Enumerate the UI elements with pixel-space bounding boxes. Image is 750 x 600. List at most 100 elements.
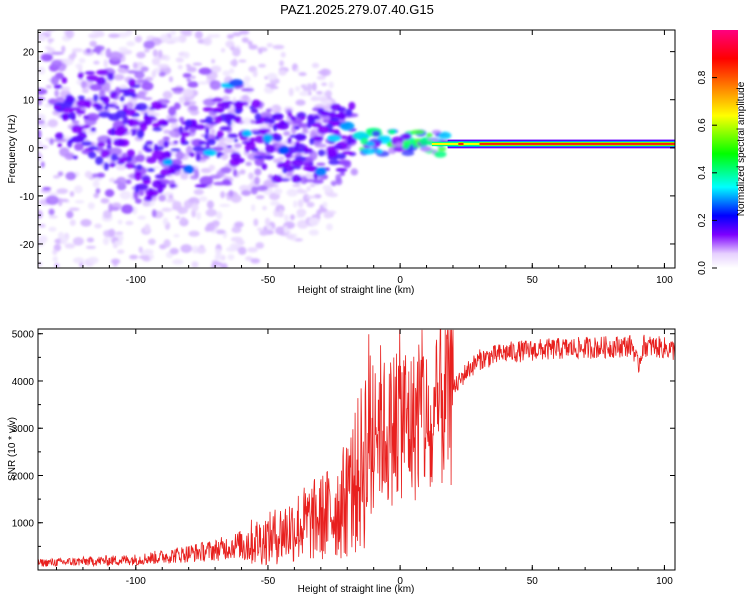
spectrogram-y-tick-label: -20 xyxy=(20,240,35,251)
spectrogram-spot xyxy=(298,122,307,128)
spectrogram-y-tick-label: -10 xyxy=(20,192,35,203)
spectrogram-spot xyxy=(48,226,57,232)
spectrogram-spot xyxy=(178,125,184,135)
spectrogram-spot xyxy=(152,165,161,170)
spectrogram-spot xyxy=(95,188,101,194)
spectrogram-spot xyxy=(283,225,288,234)
spectrogram-spot xyxy=(316,209,322,216)
spectrogram-spot xyxy=(339,159,352,166)
spectrogram-spot xyxy=(311,152,318,158)
spectrogram-spot xyxy=(138,189,145,197)
spectrogram-spot xyxy=(69,219,76,227)
spectrogram-spot xyxy=(146,167,156,172)
spectrogram-spot xyxy=(87,202,95,210)
spectrogram-spot xyxy=(230,59,238,67)
snr-y-tick-label: 5000 xyxy=(12,330,35,341)
spectrogram-spot xyxy=(160,168,173,177)
spectrogram-spot xyxy=(322,119,330,124)
spectrogram-spot xyxy=(150,101,163,110)
spectrogram-spot xyxy=(108,33,120,38)
spectrogram-spot xyxy=(342,150,353,155)
snr-y-tick-label: 1000 xyxy=(12,519,35,530)
spectrogram-spot xyxy=(84,71,96,75)
spectrogram-spot xyxy=(129,254,138,260)
spectrogram-spot xyxy=(168,106,177,117)
spectrogram-spot xyxy=(133,171,143,181)
spectrogram-spot xyxy=(152,150,165,160)
spectrogram-spot xyxy=(316,90,323,95)
spectrogram-spot xyxy=(229,158,240,167)
spectrogram-spot xyxy=(243,75,251,83)
spectrogram-spot xyxy=(271,104,282,114)
spectrogram-spot xyxy=(250,179,255,189)
spectrogram-hotspot xyxy=(315,167,327,177)
spectrogram-spot xyxy=(348,101,356,110)
spectrogram-spot xyxy=(245,256,253,261)
spectrogram-spot xyxy=(350,168,358,176)
spectrogram-spot xyxy=(51,60,62,68)
spectrogram-spot xyxy=(98,111,112,118)
spectrogram-spot xyxy=(96,69,109,76)
spectrogram-spot xyxy=(393,146,405,152)
spectrogram-spot xyxy=(159,33,170,43)
spectrogram-spot xyxy=(157,49,163,58)
spectrogram-spot xyxy=(317,70,327,75)
spectrogram-spot xyxy=(105,48,112,58)
spectrogram-y-tick-label: 10 xyxy=(23,96,35,107)
spectrogram-spot xyxy=(187,81,199,88)
spectrogram-spot xyxy=(297,199,304,208)
spectrogram-spot xyxy=(57,171,64,177)
spectrogram-spot xyxy=(279,60,284,67)
spectrogram-spot xyxy=(110,258,121,265)
spectrogram-spot xyxy=(125,220,134,226)
spectrogram-spot xyxy=(254,168,262,176)
spectrogram-spot xyxy=(102,209,112,219)
colorbar-tick-label: 0.0 xyxy=(697,261,708,275)
spectrogram-spot xyxy=(239,184,250,192)
spectrogram-spot xyxy=(102,96,110,105)
spectrogram-spot xyxy=(286,146,299,154)
spectrogram-spot xyxy=(78,57,86,64)
snr-panel: -100 -50 0 50 100 1000 2000 3000 4000 5000 Heigh… xyxy=(7,328,676,595)
spectrogram-spot xyxy=(157,186,164,194)
spectrogram-spot xyxy=(159,184,167,188)
spectrogram-spot xyxy=(232,47,241,57)
spectrogram-spot xyxy=(272,44,285,50)
spectrogram-spot xyxy=(288,87,294,97)
spectrogram-spot xyxy=(74,185,83,194)
spectrogram-spot xyxy=(248,172,254,180)
spectrogram-spot xyxy=(136,129,144,139)
spectrogram-spot xyxy=(328,159,340,165)
spectrogram-spot xyxy=(136,51,146,59)
spectrogram-hotspot xyxy=(340,121,355,131)
spectrogram-hotspot xyxy=(241,129,252,137)
spectrogram-spot xyxy=(322,201,328,209)
spectrogram-spot xyxy=(160,120,169,127)
spectrogram-spot xyxy=(222,167,231,174)
spectrogram-spot xyxy=(292,183,301,188)
spectrogram-spot xyxy=(296,208,307,217)
spectrogram-spot xyxy=(49,137,54,145)
spectrogram-spot xyxy=(107,72,115,81)
spectrogram-spot xyxy=(258,125,269,129)
spectrogram-spot xyxy=(121,204,134,214)
spectrogram-spot xyxy=(295,99,306,106)
spectrogram-spot xyxy=(269,86,279,90)
spectrogram-spot xyxy=(371,130,381,137)
spectrogram-spot xyxy=(54,132,64,140)
spectrogram-spot xyxy=(196,211,201,220)
spectrogram-spot xyxy=(132,62,138,70)
spectrogram-spot xyxy=(420,146,433,152)
spectrogram-spot xyxy=(173,234,180,238)
spectrogram-spot xyxy=(77,72,84,80)
colorbar-tick-label: 0.8 xyxy=(697,70,708,84)
spectrogram-spot xyxy=(116,159,125,165)
spectrogram-spot xyxy=(71,124,84,134)
snr-y-tick-label: 3000 xyxy=(12,424,35,435)
spectrogram-spot xyxy=(71,48,83,53)
spectrogram-spot xyxy=(176,153,186,158)
spectrogram-spot xyxy=(175,57,184,63)
spectrogram-spot xyxy=(248,44,258,50)
spectrogram-spot xyxy=(137,150,143,156)
spectrogram-spot xyxy=(126,101,134,110)
